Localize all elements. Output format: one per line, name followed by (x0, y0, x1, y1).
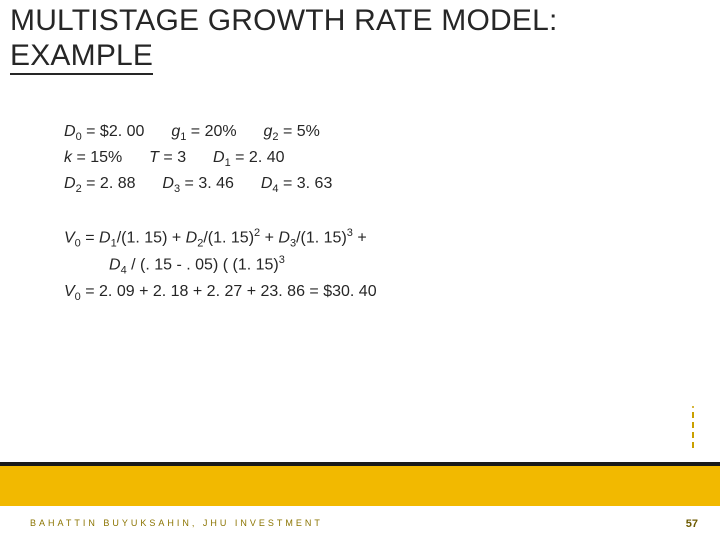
title-line-1: MULTISTAGE GROWTH RATE MODEL: (10, 4, 558, 37)
plus1: + (265, 229, 279, 246)
sym-d4: D (261, 175, 273, 192)
val-d1: = 2. 40 (231, 149, 285, 166)
decoration-gold-band (0, 466, 720, 506)
sym-d1b: D (99, 229, 111, 246)
val-d2: = 2. 88 (82, 175, 136, 192)
body-line-5: D4 / (. 15 - . 05) ( (1. 15)3 (64, 252, 680, 280)
sym-d0: D (64, 123, 76, 140)
val-v0: = 2. 09 + 2. 18 + 2. 27 + 23. 86 = $30. … (81, 283, 377, 300)
sym-d4b: D (109, 257, 121, 274)
body-line-2: k = 15% T = 3 D1 = 2. 40 (64, 146, 680, 172)
slide-body: D0 = $2. 00 g1 = 20% g2 = 5% k = 15% T =… (64, 120, 680, 306)
sym-d2: D (64, 175, 76, 192)
sym-d1: D (213, 149, 225, 166)
frag2: /(1. 15) (203, 229, 254, 246)
decoration-ticks (692, 406, 694, 460)
val-d4: = 3. 63 (279, 175, 333, 192)
frag4: / (. 15 - . 05) ( (1. 15) (127, 257, 279, 274)
frag1: /(1. 15) + (117, 229, 186, 246)
sym-g1: g (171, 123, 180, 140)
slide: MULTISTAGE GROWTH RATE MODEL: EXAMPLE D0… (0, 0, 720, 540)
val-d0: = $2. 00 (82, 123, 145, 140)
sym-d3: D (162, 175, 174, 192)
body-line-6: V0 = 2. 09 + 2. 18 + 2. 27 + 23. 86 = $3… (64, 280, 680, 306)
frag3: /(1. 15) (296, 229, 347, 246)
val-g1: = 20% (186, 123, 236, 140)
tail1: + (357, 229, 366, 246)
val-g2: = 5% (279, 123, 320, 140)
body-line-4: V0 = D1/(1. 15) + D2/(1. 15)2 + D3/(1. 1… (64, 225, 680, 253)
val-d3: = 3. 46 (180, 175, 234, 192)
sym-v0: V (64, 229, 75, 246)
sym-d3b: D (278, 229, 290, 246)
val-t: = 3 (159, 149, 186, 166)
footer-author: BAHATTIN BUYUKSAHIN, JHU INVESTMENT (30, 518, 323, 528)
val-k: = 15% (72, 149, 122, 166)
sym-t: T (149, 149, 159, 166)
title-line-2: EXAMPLE (10, 39, 153, 76)
sym-d2b: D (186, 229, 198, 246)
sym-v0b: V (64, 283, 75, 300)
footer-page-number: 57 (686, 518, 698, 530)
eq1: = (81, 229, 99, 246)
sym-k: k (64, 149, 72, 166)
body-line-3: D2 = 2. 88 D3 = 3. 46 D4 = 3. 63 (64, 172, 680, 198)
body-line-1: D0 = $2. 00 g1 = 20% g2 = 5% (64, 120, 680, 146)
slide-title: MULTISTAGE GROWTH RATE MODEL: EXAMPLE (10, 4, 710, 75)
